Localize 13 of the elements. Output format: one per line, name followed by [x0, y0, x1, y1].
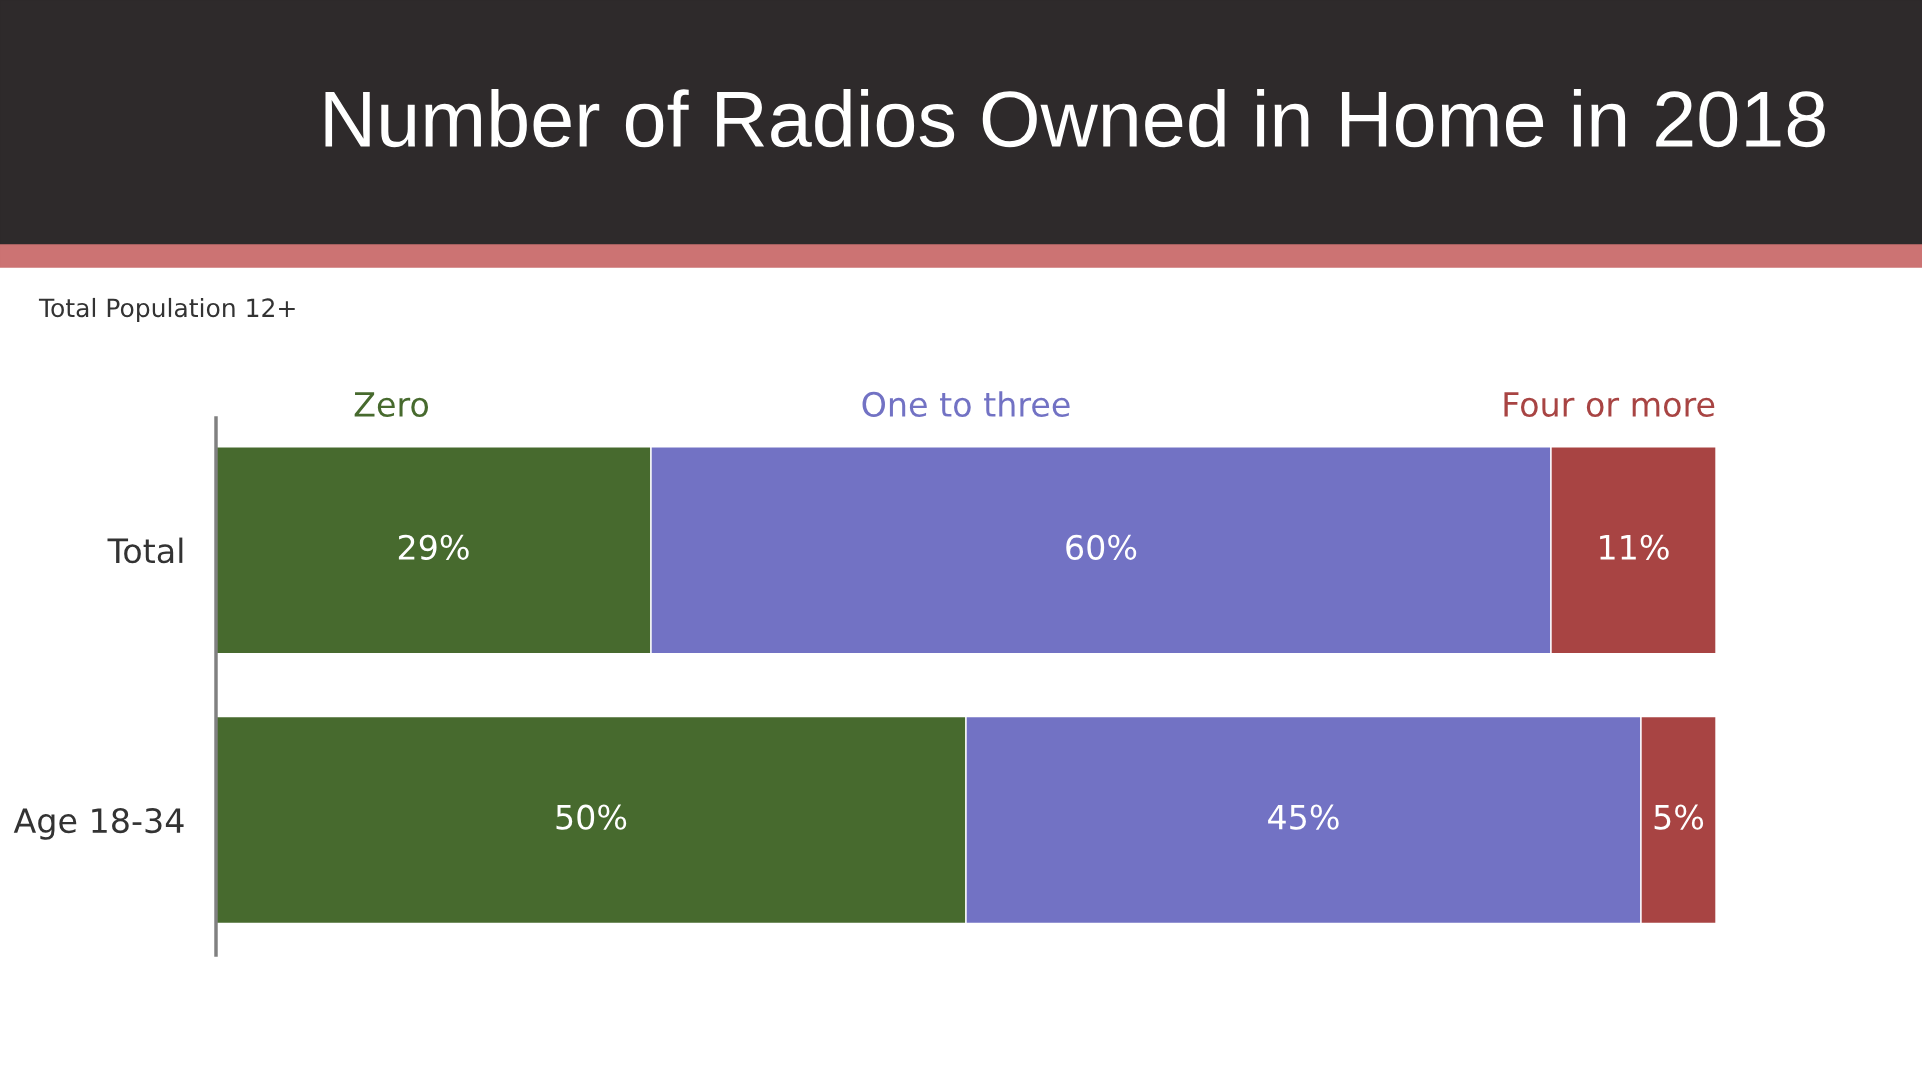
data-label: 11% — [1600, 534, 1669, 560]
chart-subtitle: Total Population 12+ — [38, 297, 295, 323]
y-tick-label: Age 18-34 — [13, 808, 184, 840]
data-label: 45% — [1268, 804, 1339, 830]
series-label: Four or more — [1504, 392, 1715, 417]
series-label: Zero — [354, 392, 429, 417]
data-label: 29% — [398, 534, 469, 560]
data-label: 60% — [1066, 534, 1137, 560]
data-label: 5% — [1654, 804, 1704, 830]
chart-title: Number of Radios Owned in Home in 2018 — [325, 89, 1825, 148]
series-label: One to three — [862, 391, 1070, 417]
y-tick-label: Total — [107, 537, 183, 564]
data-label: 50% — [556, 804, 627, 830]
